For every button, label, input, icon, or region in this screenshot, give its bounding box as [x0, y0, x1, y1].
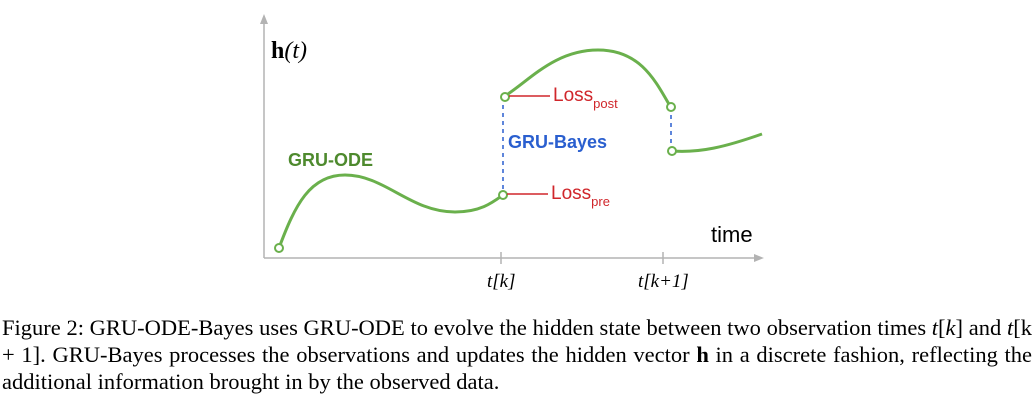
y-axis-label: h(t): [271, 38, 307, 64]
gru-ode-label: GRU-ODE: [288, 150, 373, 170]
caption-math-bracket-open: [: [938, 315, 946, 340]
observation-point-post: [500, 92, 510, 102]
ode-curve-segment-2: [504, 48, 672, 107]
ode-curve-segment-1: [277, 173, 504, 249]
caption-math-t2: t: [1006, 315, 1014, 340]
caption-math-k1: [k + 1]: [2, 315, 1032, 367]
observation-point-pre: [498, 190, 508, 200]
figure-caption: Figure 2: GRU-ODE-Bayes uses GRU-ODE to …: [2, 314, 1032, 395]
tick-label-k: t[k]: [487, 271, 516, 292]
observation-point-k1-pre: [666, 102, 676, 112]
gru-bayes-label: GRU-Bayes: [508, 132, 607, 152]
caption-text-2: and: [963, 315, 1007, 340]
caption-text-3: . GRU-Bayes processes the observations a…: [40, 342, 697, 367]
caption-text-1: Figure 2: GRU-ODE-Bayes uses GRU-ODE to …: [2, 315, 932, 340]
figure: h(t) time t[k] t[k+1] GRU-ODE GRU-Bayes …: [260, 14, 764, 292]
loss-post-label: Losspost: [553, 85, 618, 111]
y-axis-arrow: [260, 14, 268, 24]
observation-point-k1-post: [667, 146, 677, 156]
caption-math-k: k: [945, 315, 956, 340]
figure-plot: h(t) time t[k] t[k+1] GRU-ODE GRU-Bayes …: [260, 14, 764, 292]
caption-math-t: t: [931, 315, 939, 340]
caption-text-4: in a discrete fashion, reflecting the ad…: [2, 342, 1032, 394]
caption-bold-h: h: [696, 342, 709, 367]
tick-label-k1: t[k+1]: [638, 271, 689, 292]
loss-pre-label: Losspre: [551, 183, 610, 209]
caption-math-bracket-close: ]: [955, 315, 964, 340]
observation-point-start: [274, 243, 284, 253]
ode-curve-segment-3: [671, 132, 763, 153]
x-axis-label: time: [711, 222, 753, 247]
x-axis-arrow: [754, 254, 764, 262]
